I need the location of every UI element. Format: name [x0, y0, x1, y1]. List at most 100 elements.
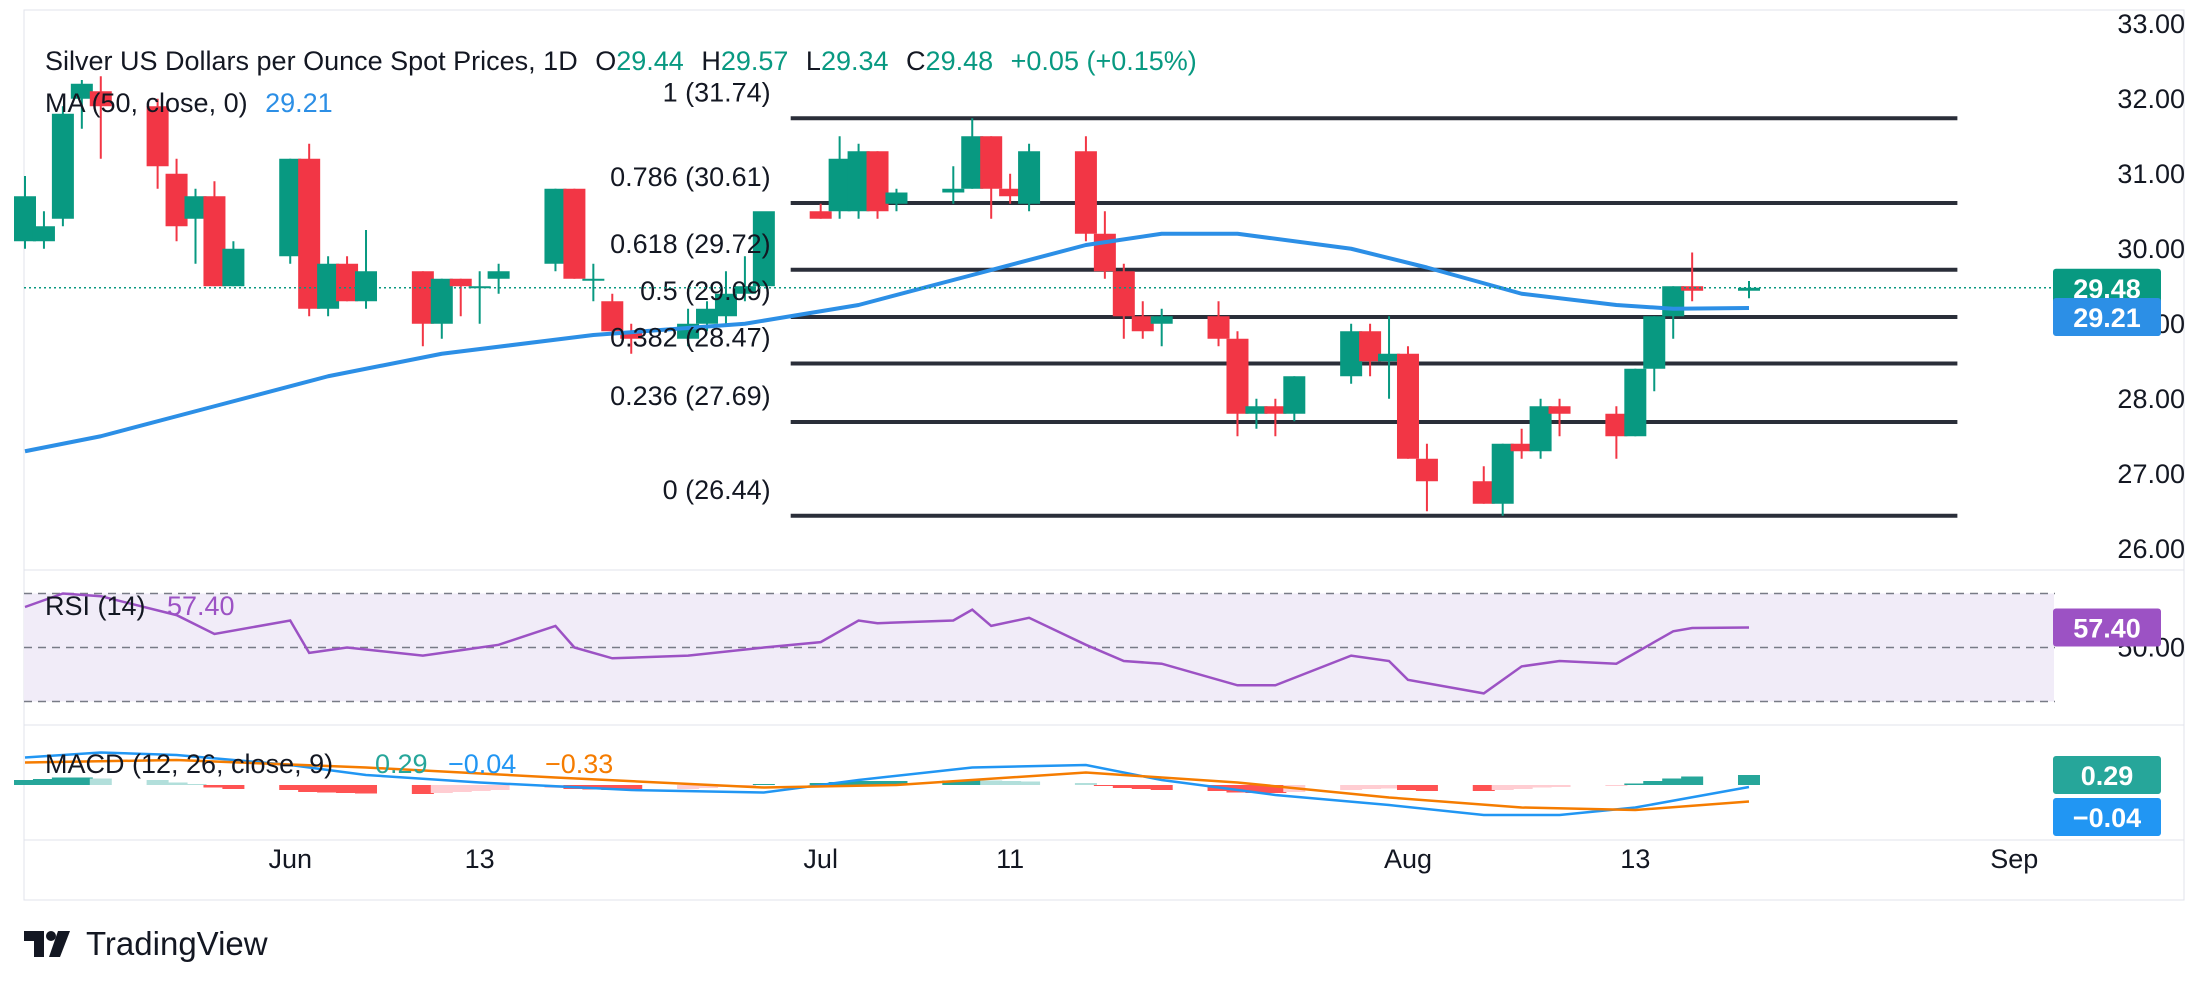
candle-body — [1681, 286, 1704, 291]
macd-histogram-bar — [980, 780, 1003, 785]
candle-body — [544, 188, 567, 264]
macd-histogram-bar — [203, 785, 226, 788]
candle-body — [1378, 353, 1401, 362]
candle-body — [847, 151, 870, 212]
candle-body — [1150, 316, 1173, 324]
candle-body — [1131, 316, 1154, 332]
chart-frame — [23, 9, 2185, 901]
candle-body — [1472, 481, 1495, 504]
candle-body — [70, 83, 93, 99]
symbol-title: Silver US Dollars per Ounce Spot Prices,… — [45, 46, 578, 76]
fib-level-label: 0.382 (28.47) — [610, 323, 771, 353]
candle-body — [866, 151, 889, 212]
price-tick-label: 30.00 — [2117, 234, 2185, 264]
macd-histogram-bar — [1681, 776, 1704, 785]
macd-histogram-bar — [14, 780, 36, 785]
macd-histogram-bar — [885, 781, 908, 785]
candle-body — [1340, 331, 1363, 377]
candle-body — [1643, 316, 1666, 369]
macd-histogram-bar — [696, 785, 719, 788]
candle-body — [1264, 406, 1287, 414]
macd-histogram-bar — [1093, 785, 1116, 786]
price-change: +0.05 (+0.15%) — [1010, 46, 1197, 76]
price-tick-label: 26.00 — [2117, 534, 2185, 564]
candle-body — [828, 158, 851, 212]
candle-body — [1112, 271, 1135, 317]
candle-body — [317, 263, 340, 309]
candle-body — [1737, 287, 1760, 291]
candle-body — [942, 188, 965, 193]
macd-histogram-bar — [1624, 783, 1647, 785]
macd-histogram-bar — [677, 785, 700, 789]
candle-body — [1018, 151, 1041, 204]
macd-histogram-bar — [89, 778, 112, 785]
candle-body — [620, 331, 643, 339]
rsi-value-badge — [2053, 608, 2161, 647]
ma-price-badge-text: 29.21 — [2073, 303, 2141, 333]
macd-histogram-bar — [1605, 785, 1628, 786]
candle-body — [487, 271, 510, 279]
ohlc-low: L29.34 — [805, 46, 889, 76]
macd-hist-value: 0.29 — [375, 749, 428, 779]
ma-50-line — [24, 231, 1750, 454]
candle-body — [1074, 151, 1097, 234]
candle-body — [1415, 458, 1438, 482]
macd-histogram-bar — [1131, 785, 1154, 789]
macd-histogram-bar — [620, 785, 643, 790]
fib-level-label: 0.786 (30.61) — [610, 162, 771, 192]
time-tick-label: Jul — [803, 844, 838, 874]
candle-body — [809, 211, 832, 219]
candle-body — [279, 158, 302, 257]
candle-body — [165, 173, 188, 227]
fib-level-label: 0.5 (29.09) — [640, 276, 771, 306]
macd-histogram-bar — [487, 785, 510, 790]
candle-body — [14, 196, 36, 242]
macd-histogram-bar — [961, 780, 984, 785]
candle-body — [980, 136, 1003, 189]
macd-histogram-bar — [1491, 785, 1514, 790]
macd-histogram-bar — [279, 785, 302, 790]
macd-histogram-bar — [298, 785, 321, 792]
macd-histogram-bar — [317, 785, 340, 793]
candle-body — [411, 271, 434, 324]
price-tick-label: 28.00 — [2117, 384, 2185, 414]
tradingview-logo[interactable]: TradingView — [24, 925, 268, 963]
macd-hist-badge-text: 0.29 — [2081, 761, 2134, 791]
candle-body — [1605, 413, 1628, 437]
tradingview-logo-icon — [24, 931, 70, 957]
candle-body — [999, 188, 1022, 197]
macd-histogram-bar — [222, 785, 245, 789]
macd-histogram-bar — [1472, 785, 1495, 791]
candle-body — [1491, 443, 1514, 504]
price-tick-label: 31.00 — [2117, 159, 2185, 189]
candle-body — [752, 211, 775, 287]
candle-body — [1510, 443, 1533, 452]
macd-histogram-bar — [336, 785, 359, 793]
candle-body — [298, 158, 321, 309]
candle-body — [885, 192, 908, 204]
macd-histogram-bar — [32, 779, 55, 785]
macd-histogram-bar — [1378, 785, 1401, 789]
candle-body — [146, 106, 169, 167]
time-tick-label: 13 — [465, 844, 495, 874]
macd-histogram-bar — [468, 785, 491, 791]
macd-line-badge — [2053, 798, 2161, 836]
macd-histogram-bar — [411, 785, 434, 794]
candle-body — [1396, 353, 1419, 459]
fib-level-label: 1 (31.74) — [663, 77, 771, 107]
macd-signal-value: −0.33 — [545, 749, 613, 779]
macd-histogram-bar — [1074, 783, 1097, 785]
candle-body — [1359, 331, 1382, 362]
candle-body — [1548, 406, 1571, 414]
ma-legend: MA (50, close, 0) 29.21 — [45, 88, 343, 119]
candle-body — [1662, 286, 1685, 317]
macd-histogram-bar — [752, 784, 775, 785]
macd-histogram-bar — [1396, 785, 1419, 790]
rsi-line — [24, 592, 1750, 695]
candle-body — [32, 226, 55, 242]
macd-histogram-bar — [1150, 785, 1173, 790]
fib-level-label: 0.236 (27.69) — [610, 381, 771, 411]
macd-histogram-bar — [430, 785, 453, 793]
ohlc-close: C29.48 — [906, 46, 994, 76]
candle-body — [582, 278, 605, 281]
